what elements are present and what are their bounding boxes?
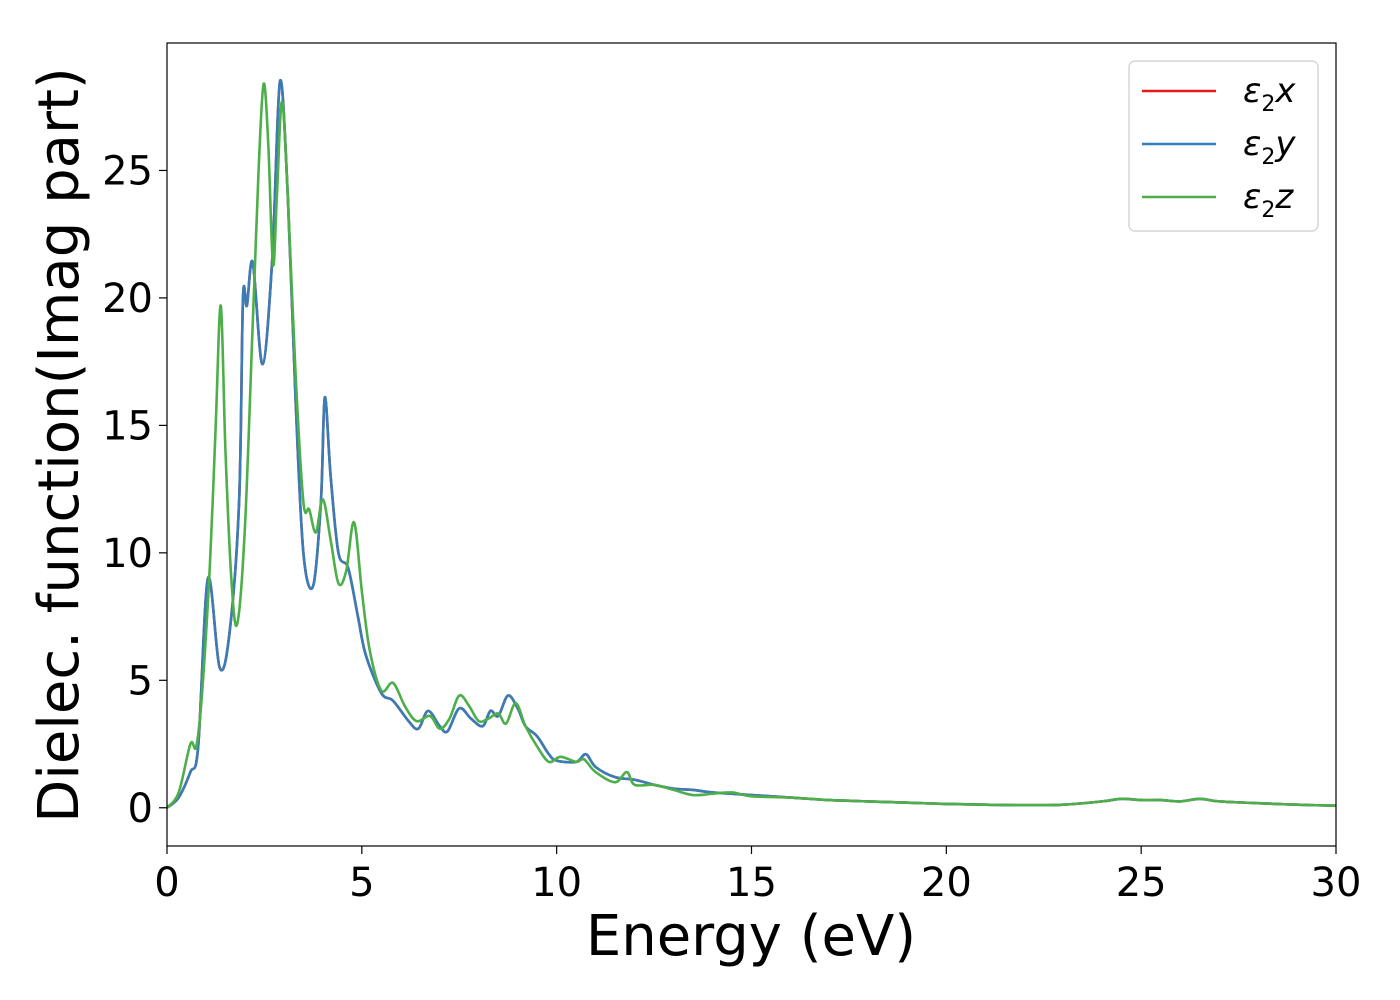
- legend-box: [1128, 60, 1319, 232]
- x-axis-ticks: 0 5 10 15 20 25 30: [154, 846, 1361, 906]
- y-tick-label: 0: [128, 786, 153, 832]
- series-line-z: [167, 82, 1336, 810]
- y-axis-title: Dielec. function(Imag part): [27, 67, 92, 823]
- x-tick-label: 20: [921, 860, 972, 906]
- series-layer: [167, 78, 1336, 810]
- x-axis-title: Energy (eV): [586, 904, 916, 969]
- x-tick-label: 25: [1116, 860, 1167, 906]
- x-tick-label: 10: [531, 860, 582, 906]
- legend: ε2x ε2y ε2z: [1128, 60, 1319, 232]
- x-tick-label: 30: [1311, 860, 1362, 906]
- y-tick-label: 20: [102, 276, 153, 322]
- x-tick-label: 5: [349, 860, 374, 906]
- y-axis-ticks: 0 5 10 15 20 25: [102, 148, 167, 832]
- legend-label-z: ε2z: [1243, 177, 1294, 223]
- x-tick-label: 15: [726, 860, 777, 906]
- y-tick-label: 5: [128, 658, 153, 704]
- y-tick-label: 25: [102, 148, 153, 194]
- y-tick-label: 15: [102, 403, 153, 449]
- legend-label-y: ε2y: [1243, 124, 1296, 170]
- x-tick-label: 0: [154, 860, 179, 906]
- y-tick-label: 10: [102, 531, 153, 577]
- legend-label-x: ε2x: [1243, 71, 1296, 117]
